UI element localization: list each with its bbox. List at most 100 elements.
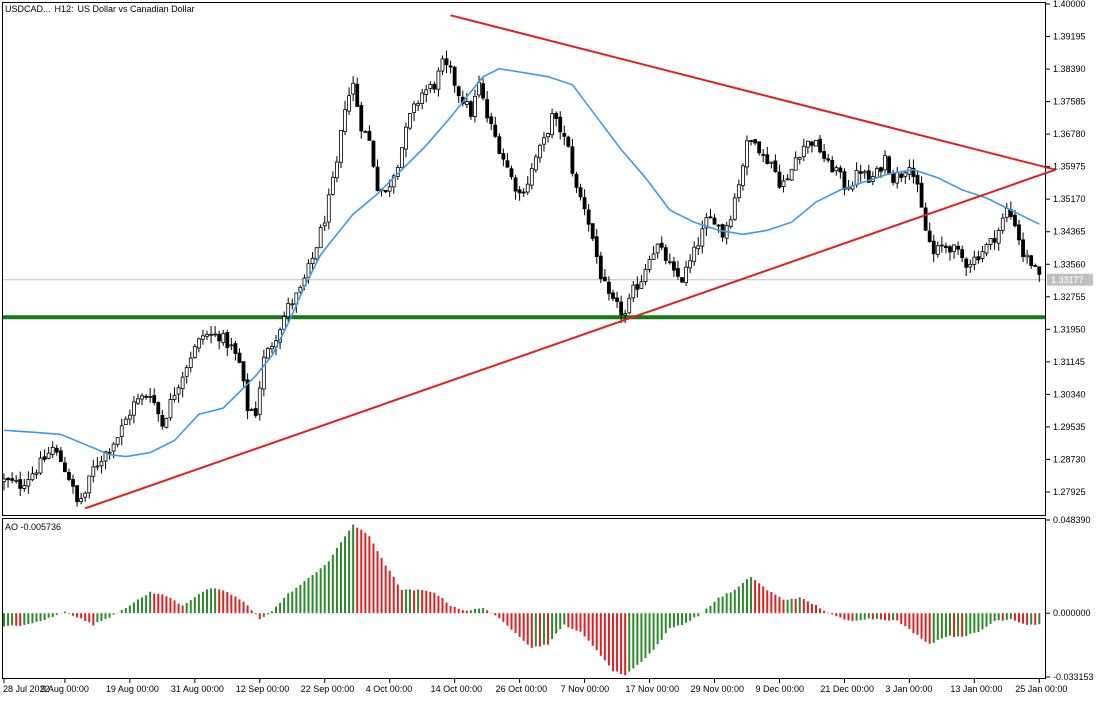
- candle-body: [667, 261, 672, 264]
- candle-body: [732, 197, 737, 220]
- candle-body: [391, 175, 396, 188]
- symbol-description: US Dollar vs Canadian Dollar: [78, 4, 195, 14]
- candle-body: [192, 346, 197, 358]
- trendlines-layer: [84, 14, 1056, 510]
- candle-body: [980, 251, 985, 259]
- candle-body: [452, 66, 457, 86]
- price-tick-label: 1.37585: [1053, 97, 1086, 107]
- ao-header: AO -0.005736: [5, 522, 61, 532]
- candle-body: [785, 178, 790, 181]
- candle-body: [408, 113, 412, 129]
- candle-body: [412, 103, 416, 113]
- candle-body: [237, 352, 242, 363]
- candle-body: [160, 414, 165, 427]
- candles-layer: [2, 50, 1042, 507]
- candle-body: [866, 170, 871, 183]
- price-tick-label: 1.34365: [1053, 227, 1086, 237]
- candle-body: [643, 269, 648, 282]
- candle-body: [716, 224, 721, 227]
- candle-body: [647, 259, 652, 270]
- price-tick-label: 1.31950: [1053, 324, 1086, 334]
- candle-body: [473, 95, 477, 117]
- candle-body: [326, 194, 331, 223]
- candle-body: [838, 167, 843, 173]
- candle-body: [335, 161, 339, 179]
- candle-body: [1000, 217, 1005, 231]
- candle-body: [521, 191, 526, 194]
- candle-body: [793, 157, 798, 171]
- candle-body: [448, 65, 453, 68]
- chart-header: USDCAD... H12: US Dollar vs Canadian Dolla…: [5, 4, 195, 14]
- candle-body: [761, 153, 766, 156]
- candle-body: [663, 247, 668, 261]
- candle-body: [261, 356, 266, 390]
- ao-axis: 0.048390 0.000000 -0.033153: [1046, 515, 1094, 682]
- ao-tick-label: 0.048390: [1053, 515, 1091, 525]
- price-tick-label: 1.35975: [1053, 162, 1086, 172]
- candle-body: [655, 243, 660, 254]
- candle-body: [375, 166, 380, 192]
- candle-body: [939, 244, 944, 247]
- candle-body: [574, 173, 579, 188]
- candle-body: [862, 171, 867, 174]
- candle-body: [582, 197, 587, 210]
- candle-body: [18, 479, 23, 489]
- candle-body: [680, 277, 684, 283]
- candle-body: [468, 101, 473, 117]
- candle-body: [984, 244, 989, 254]
- candle-body: [87, 475, 92, 494]
- candle-body: [558, 116, 563, 133]
- candle-body: [700, 228, 705, 247]
- candle-body: [968, 263, 973, 268]
- price-tick-label: 1.32755: [1053, 292, 1086, 302]
- candle-body: [692, 246, 697, 263]
- candle-body: [103, 451, 108, 462]
- candle-body: [387, 186, 392, 192]
- candle-body: [136, 398, 140, 404]
- candle-body: [570, 146, 575, 174]
- time-tick-label: 28 Jul 2022: [3, 684, 50, 694]
- candle-body: [627, 297, 632, 314]
- candle-body: [858, 171, 863, 174]
- candle-body: [428, 84, 433, 89]
- current-price-tag: [1047, 273, 1093, 286]
- candle-body: [359, 104, 364, 132]
- candle-body: [789, 168, 794, 181]
- candle-body: [712, 217, 717, 225]
- candle-body: [773, 160, 778, 173]
- price-tick-label: 1.38390: [1053, 64, 1086, 74]
- candle-body: [639, 281, 644, 289]
- candle-body: [270, 346, 274, 350]
- candle-body: [562, 133, 567, 137]
- candle-body: [696, 245, 701, 250]
- candle-body: [1029, 255, 1034, 266]
- candle-body: [590, 223, 595, 239]
- candle-body: [265, 347, 270, 359]
- candle-body: [623, 313, 628, 316]
- candle-body: [314, 247, 319, 260]
- candle-body: [935, 245, 940, 255]
- candle-body: [172, 394, 177, 400]
- candle-body: [598, 255, 603, 280]
- candle-body: [875, 168, 879, 178]
- time-tick-label: 19 Aug 00:00: [106, 684, 159, 694]
- price-tick-label: 1.35170: [1053, 194, 1086, 204]
- candle-body: [594, 236, 599, 258]
- candle-body: [1033, 265, 1038, 267]
- price-axis: 1.40000 1.39195 1.38390 1.37585 1.36780 1.359…: [1046, 0, 1093, 497]
- candle-body: [960, 249, 965, 258]
- candle-body: [58, 450, 63, 463]
- candle-body: [842, 171, 847, 190]
- candle-body: [529, 168, 534, 186]
- candle-body: [757, 141, 762, 154]
- candle-body: [46, 452, 51, 459]
- candle-body: [257, 387, 262, 415]
- candle-body: [339, 130, 343, 163]
- candle-body: [75, 485, 79, 503]
- candle-body: [282, 316, 287, 330]
- candle-body: [952, 244, 956, 252]
- candle-body: [481, 83, 485, 99]
- candle-body: [964, 258, 969, 268]
